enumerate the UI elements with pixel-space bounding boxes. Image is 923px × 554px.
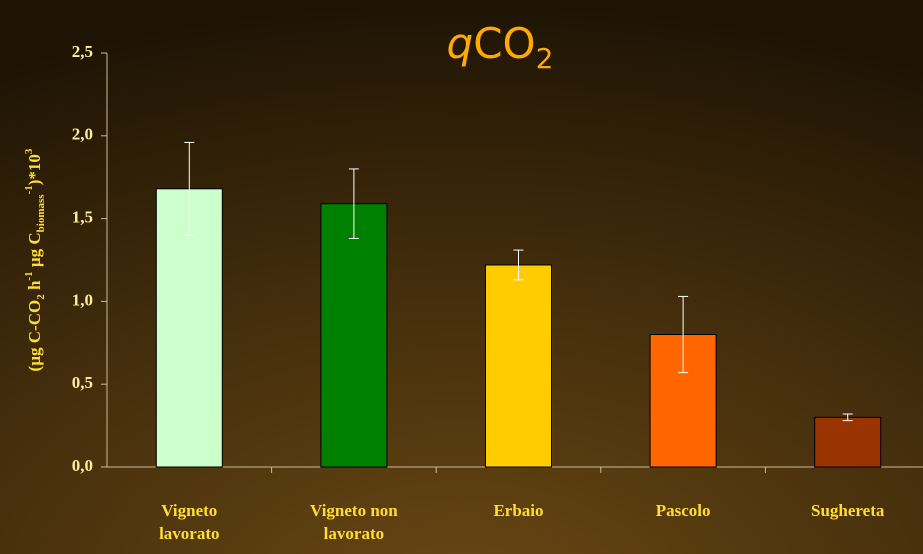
x-tick-label: Vigneto non [310,501,398,520]
x-tick-label: lavorato [159,524,219,543]
x-tick-label: Pascolo [656,501,711,520]
error-bar [348,168,359,239]
error-bar [678,295,689,374]
y-tick-label: 1,0 [72,290,93,309]
y-tick-label: 0,5 [72,373,93,392]
y-tick-label: 2,0 [72,125,93,144]
x-tick-label: Erbaio [493,501,543,520]
y-tick-label: 1,5 [72,208,93,227]
bar [814,416,882,468]
x-tick-label: Sughereta [811,501,885,520]
y-axis-label: (µg C-CO2 h-1 µg Cbiomass-1)*103 [23,148,47,371]
y-tick-label: 2,5 [72,42,93,61]
x-tick-label: Vigneto [161,501,217,520]
y-tick-label: 0,0 [72,456,93,475]
error-bar [184,141,195,236]
chart-title: qCO2 [447,19,554,75]
bar [649,334,717,468]
bar [485,264,552,468]
x-tick-label: lavorato [324,524,384,543]
bar [320,203,388,468]
error-bar [513,249,524,281]
error-bar [842,413,853,422]
